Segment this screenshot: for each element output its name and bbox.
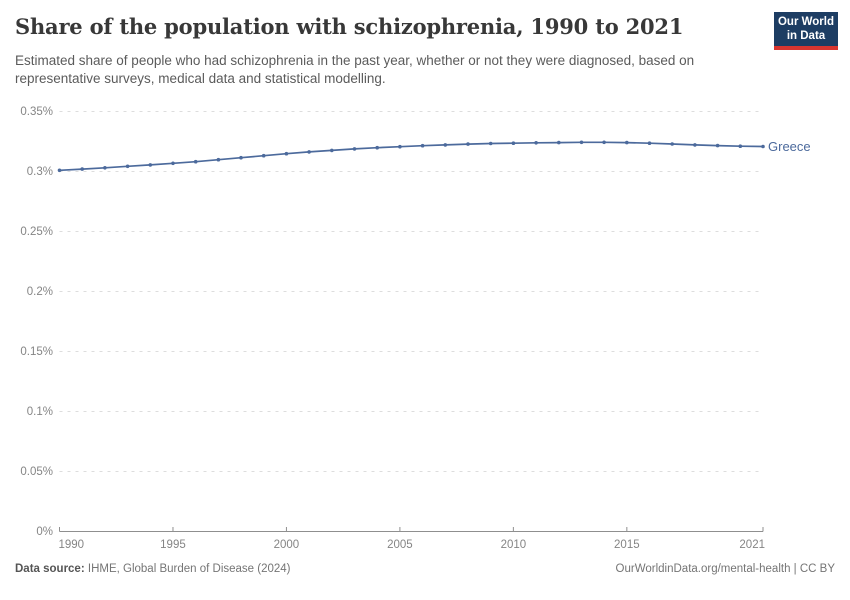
owid-logo-text: Our World in Data [774, 12, 838, 46]
credit-link[interactable]: OurWorldinData.org/mental-health | CC BY [615, 563, 835, 575]
data-point[interactable] [761, 144, 765, 149]
data-point[interactable] [466, 142, 470, 146]
y-axis-tick-label: 0% [36, 525, 53, 538]
data-point[interactable] [375, 145, 380, 150]
owid-logo-red-strip [774, 46, 838, 50]
owid-logo-line1: Our World [777, 16, 834, 28]
data-source-note[interactable]: Data source: IHME, Global Burden of Dise… [15, 563, 291, 575]
data-point[interactable] [57, 168, 62, 173]
data-point[interactable] [352, 147, 357, 151]
data-point[interactable] [171, 161, 175, 166]
chart-subtitle: Estimated share of people who had schizo… [15, 53, 695, 86]
x-axis-tick-label: 1995 [160, 539, 186, 551]
data-point[interactable] [103, 166, 107, 170]
y-axis-tick-label: 0.25% [20, 225, 53, 238]
data-point[interactable] [239, 155, 243, 160]
data-point[interactable] [420, 143, 425, 148]
data-point[interactable] [216, 157, 221, 162]
data-source-value: IHME, Global Burden of Disease (2024) [87, 563, 291, 575]
data-point[interactable] [557, 140, 561, 145]
y-axis-tick-label: 0.3% [26, 165, 53, 178]
y-axis-tick-label: 0.2% [26, 285, 53, 298]
data-point[interactable] [398, 144, 402, 149]
y-axis-tick-label: 0.35% [20, 105, 53, 118]
data-point[interactable] [738, 144, 743, 148]
data-point[interactable] [330, 148, 334, 153]
y-axis-tick-label: 0.1% [26, 405, 53, 418]
y-axis-tick-label: 0.15% [20, 345, 53, 358]
data-point[interactable] [261, 153, 266, 158]
data-point[interactable] [307, 150, 311, 154]
greece-line[interactable] [58, 141, 764, 172]
data-point[interactable] [534, 141, 538, 145]
data-point[interactable] [670, 142, 674, 146]
data-point[interactable] [715, 143, 720, 148]
x-axis-tick-label: 1990 [58, 539, 85, 551]
data-point[interactable] [602, 140, 606, 145]
x-axis-tick-label: 2005 [387, 539, 413, 551]
owid-logo[interactable]: Our World in Data [774, 12, 838, 50]
data-source-label: Data source: [15, 563, 85, 575]
y-axis-tick-label: 0.05% [20, 465, 53, 478]
data-point[interactable] [511, 141, 516, 145]
data-point[interactable] [625, 140, 629, 145]
data-point[interactable] [579, 140, 584, 145]
chart-footer: Data source: IHME, Global Burden of Dise… [15, 563, 835, 581]
data-point[interactable] [125, 164, 130, 169]
entity-label-greece[interactable]: Greece [768, 138, 811, 154]
data-point[interactable] [284, 151, 289, 156]
data-point[interactable] [80, 167, 84, 171]
owid-logo-line2: in Data [786, 30, 826, 42]
data-point[interactable] [443, 143, 448, 147]
data-point[interactable] [693, 143, 697, 147]
x-axis-tick-label: 2015 [614, 539, 640, 551]
data-point[interactable] [647, 141, 652, 145]
data-point[interactable] [193, 159, 198, 164]
data-point[interactable] [488, 141, 493, 146]
x-axis-tick-label: 2000 [273, 539, 300, 551]
x-axis-tick-label: 2010 [500, 539, 527, 551]
page-title: Share of the population with schizophren… [15, 14, 684, 39]
data-point[interactable] [148, 163, 153, 167]
x-axis-tick-label: 2021 [739, 539, 765, 551]
